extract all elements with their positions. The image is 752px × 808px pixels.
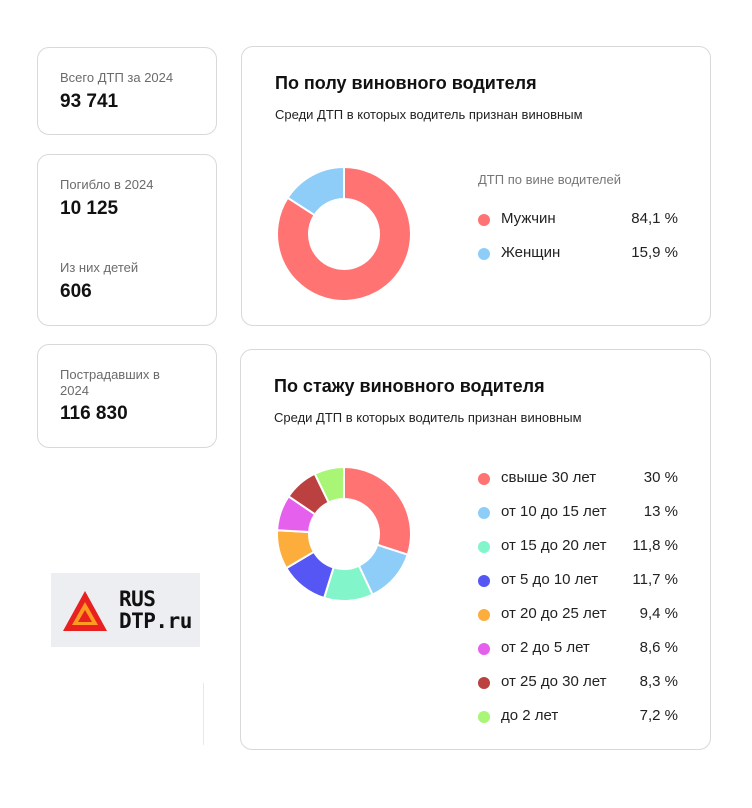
stat-children-label: Из них детей	[60, 260, 139, 275]
legend-dot	[478, 609, 490, 621]
stat-card-total: Всего ДТП за 2024 93 741	[37, 47, 217, 135]
logo-line2: DTP.ru	[119, 609, 192, 633]
chart-subtitle: Среди ДТП в которых водитель признан вин…	[275, 107, 583, 122]
logo-line1: RUS	[119, 587, 156, 611]
legend-label: до 2 лет	[501, 707, 559, 724]
legend-value: 8,3 %	[639, 673, 678, 690]
chart-title: По стажу виновного водителя	[274, 376, 545, 396]
legend-item[interactable]: от 25 до 30 лет 8,3 %	[478, 673, 678, 693]
legend-value: 9,4 %	[639, 605, 678, 622]
legend-value: 13 %	[643, 503, 678, 520]
legend-dot	[478, 473, 490, 485]
legend-item[interactable]: Мужчин 84,1 %	[478, 210, 678, 230]
legend-value: 15,9 %	[631, 244, 678, 261]
stat-injured-label-line1: Пострадавших в	[60, 367, 160, 382]
stat-children-value: 606	[60, 281, 92, 302]
stat-total-value: 93 741	[60, 91, 119, 112]
legend-label: Женщин	[501, 244, 561, 261]
legend-label: свыше 30 лет	[501, 469, 597, 486]
legend-value: 11,8 %	[632, 537, 678, 554]
legend-value: 8,6 %	[639, 639, 678, 656]
legend-dot	[478, 248, 490, 260]
donut-slice-1[interactable]	[276, 165, 412, 302]
legend-dot	[478, 643, 490, 655]
legend-item[interactable]: от 2 до 5 лет 8,6 %	[478, 639, 678, 659]
legend-dot	[478, 711, 490, 723]
legend-item[interactable]: свыше 30 лет 30 %	[478, 469, 678, 489]
legend-dot	[478, 507, 490, 519]
legend-label: от 5 до 10 лет	[501, 571, 599, 588]
legend-label: от 2 до 5 лет	[501, 639, 590, 656]
rusdtp-logo[interactable]: RUS DTP.ru	[51, 573, 200, 647]
stat-injured-label-line2: 2024	[60, 383, 89, 398]
stat-total-label: Всего ДТП за 2024	[60, 70, 174, 85]
donut-slice-2[interactable]	[286, 165, 345, 217]
legend-title: ДТП по вине водителей	[478, 172, 622, 187]
donut-slice-8[interactable]	[313, 465, 345, 504]
divider	[203, 683, 204, 745]
legend-item[interactable]: от 20 до 25 лет 9,4 %	[478, 605, 678, 625]
warning-triangle-icon	[63, 591, 107, 631]
chart-card-experience: По стажу виновного водителя Среди ДТП в …	[240, 349, 711, 750]
stat-injured-value: 116 830	[60, 403, 128, 424]
legend-dot	[478, 541, 490, 553]
legend-item[interactable]: от 15 до 20 лет 11,8 %	[478, 537, 678, 557]
chart-subtitle: Среди ДТП в которых водитель признан вин…	[274, 410, 582, 425]
legend-item[interactable]: от 5 до 10 лет 11,7 %	[478, 571, 678, 591]
legend-dot	[478, 575, 490, 587]
stat-killed-label: Погибло в 2024	[60, 177, 154, 192]
donut-slice-1[interactable]	[343, 465, 412, 556]
legend-item[interactable]: до 2 лет 7,2 %	[478, 707, 678, 727]
legend-label: от 15 до 20 лет	[501, 537, 607, 554]
stat-card-killed: Погибло в 2024 10 125 Из них детей 606	[37, 154, 217, 326]
legend-value: 84,1 %	[631, 210, 678, 227]
stat-card-injured: Пострадавших в 2024 116 830	[37, 344, 217, 448]
legend-value: 11,7 %	[632, 571, 678, 588]
legend-item[interactable]: от 10 до 15 лет 13 %	[478, 503, 678, 523]
legend-dot	[478, 677, 490, 689]
chart-card-gender: По полу виновного водителя Среди ДТП в к…	[241, 46, 711, 326]
donut-chart-gender	[276, 165, 412, 302]
legend-label: от 10 до 15 лет	[501, 503, 607, 520]
stat-killed-value: 10 125	[60, 198, 119, 219]
donut-chart-experience	[276, 465, 412, 602]
legend-value: 7,2 %	[639, 707, 678, 724]
legend-label: Мужчин	[501, 210, 556, 227]
chart-title: По полу виновного водителя	[275, 73, 537, 93]
legend-label: от 25 до 30 лет	[501, 673, 607, 690]
legend-label: от 20 до 25 лет	[501, 605, 607, 622]
legend-value: 30 %	[643, 469, 678, 486]
legend-dot	[478, 214, 490, 226]
legend-item[interactable]: Женщин 15,9 %	[478, 244, 678, 264]
